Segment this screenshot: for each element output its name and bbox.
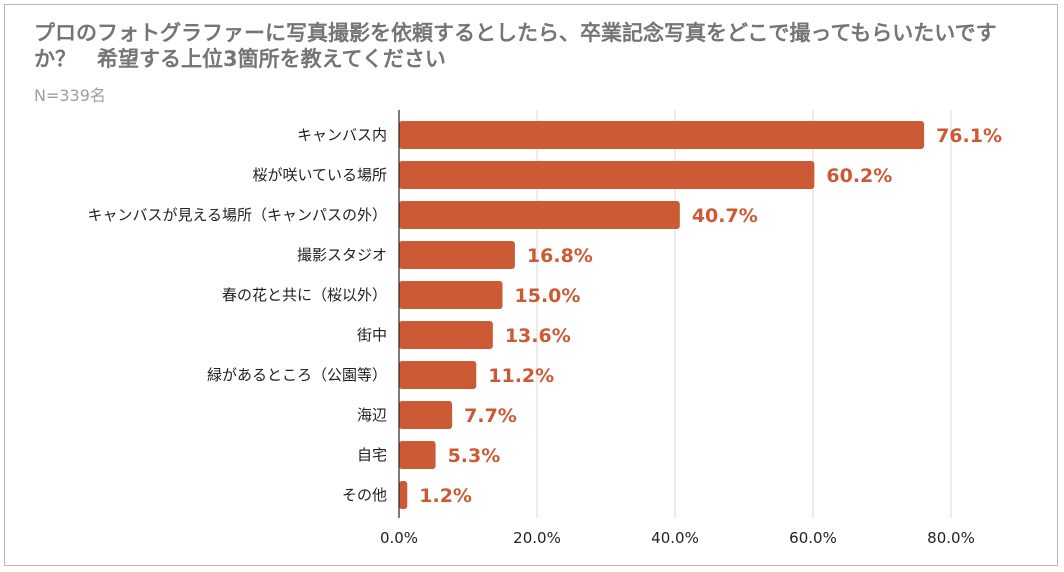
- data-label: 15.0%: [515, 285, 581, 307]
- x-tick-label: 40.0%: [651, 529, 699, 547]
- bar: [399, 401, 453, 429]
- category-label: キャンバス内: [297, 126, 387, 144]
- bar: [399, 281, 503, 309]
- x-tick-label: 60.0%: [789, 529, 837, 547]
- bar: [399, 201, 680, 229]
- data-label: 13.6%: [505, 325, 571, 347]
- data-label: 16.8%: [527, 245, 593, 267]
- bar: [399, 161, 815, 189]
- category-label: 街中: [357, 326, 387, 344]
- category-label: 桜が咲いている場所: [252, 166, 387, 184]
- chart-frame: [4, 4, 1058, 566]
- x-tick-label: 0.0%: [380, 529, 418, 547]
- category-label: 自宅: [357, 446, 387, 464]
- bar: [399, 241, 515, 269]
- category-label: 撮影スタジオ: [297, 246, 387, 264]
- data-label: 60.2%: [826, 165, 892, 187]
- chart-title: プロのフォトグラファーに写真撮影を依頼するとしたら、卒業記念写真をどこで撮っても…: [34, 21, 997, 71]
- bar: [399, 361, 477, 389]
- chart-subtitle: N=339名: [34, 86, 106, 105]
- category-label: 海辺: [357, 406, 387, 424]
- category-label: キャンバスが見える場所（キャンパスの外）: [87, 206, 387, 224]
- bar: [399, 121, 925, 149]
- data-label: 11.2%: [488, 365, 554, 387]
- category-label: 緑があるところ（公園等）: [207, 366, 387, 384]
- data-label: 5.3%: [448, 445, 501, 467]
- data-label: 7.7%: [464, 405, 517, 427]
- data-label: 1.2%: [419, 485, 472, 507]
- bar: [399, 441, 436, 469]
- x-tick-label: 80.0%: [927, 529, 975, 547]
- category-label: 春の花と共に（桜以外）: [222, 286, 387, 304]
- data-label: 76.1%: [936, 125, 1002, 147]
- bar: [399, 321, 493, 349]
- category-label: その他: [342, 486, 387, 504]
- bar: [399, 481, 408, 509]
- x-tick-label: 20.0%: [513, 529, 561, 547]
- data-label: 40.7%: [692, 205, 758, 227]
